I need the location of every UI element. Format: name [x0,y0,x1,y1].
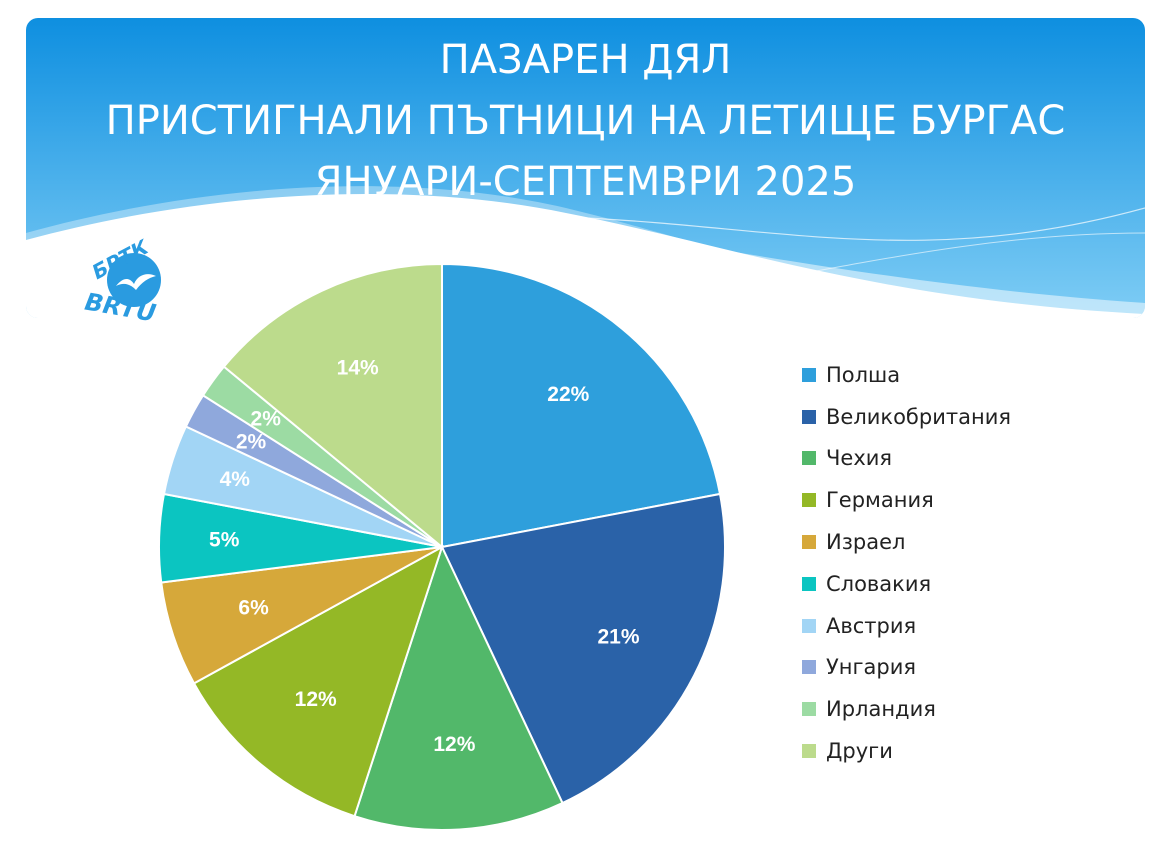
legend-label: Австрия [826,613,917,638]
slice-data-label: 12% [433,733,475,756]
legend-item: Великобритания [802,396,1011,438]
legend-item: Унгария [802,647,1011,689]
pie-slices [158,262,726,831]
legend-swatch [802,660,816,675]
legend-swatch [802,493,816,508]
legend-swatch [802,618,816,633]
legend-item: Полша [802,354,1011,396]
legend-swatch [802,702,816,717]
slice-data-label: 4% [220,468,251,491]
pie-slice [192,544,444,818]
legend-label: Израел [826,530,906,555]
legend-item: Израел [802,521,1011,563]
legend-label: Чехия [826,446,893,471]
legend-item: Други [802,730,1011,772]
title-line-2: ПРИСТИГНАЛИ ПЪТНИЦИ НА ЛЕТИЩЕ БУРГАС [105,98,1066,144]
legend-label: Германия [826,488,934,513]
pie-slice [353,544,564,831]
title-line-3: ЯНУАРИ-СЕПТЕМВРИ 2025 [314,159,857,205]
legend-swatch [802,451,816,466]
legend-item: Ирландия [802,688,1011,730]
legend-label: Словакия [826,571,932,596]
legend-swatch [802,744,816,759]
legend-label: Ирландия [826,697,936,722]
legend-label: Полша [826,362,901,387]
brtu-logo: БРТК BRTU [83,238,161,326]
legend-item: Чехия [802,438,1011,480]
header-banner [26,18,1145,318]
slice-data-label: 6% [238,597,269,620]
legend-item: Словакия [802,563,1011,605]
slice-data-label: 5% [209,529,240,552]
slice-data-label: 2% [251,407,282,430]
legend-item: Германия [802,479,1011,521]
slice-data-label: 14% [337,356,379,379]
title-line-1: ПАЗАРЕН ДЯЛ [439,37,732,83]
slice-data-label: 12% [295,688,337,711]
pie-slice [440,492,726,805]
legend-swatch [802,367,816,382]
pie-slice [222,262,443,550]
page-title: ПАЗАРЕН ДЯЛ ПРИСТИГНАЛИ ПЪТНИЦИ НА ЛЕТИЩ… [26,30,1145,213]
legend-label: Великобритания [826,404,1011,429]
slice-data-label: 2% [236,431,267,454]
legend-label: Унгария [826,655,917,680]
pie-labels: 22% 21% 12% 12% 6% 5% 4% 2%2% 14% [209,356,640,756]
legend-swatch [802,535,816,550]
legend-swatch [802,576,816,591]
legend-swatch [802,409,816,424]
legend-label: Други [826,739,893,764]
slice-data-label: 22% [547,383,589,406]
slice-data-label: 21% [597,625,639,648]
legend-item: Австрия [802,605,1011,647]
chart-legend: Полша Великобритания Чехия Германия Израел Сл… [802,354,1011,772]
pie-slice [441,262,722,549]
